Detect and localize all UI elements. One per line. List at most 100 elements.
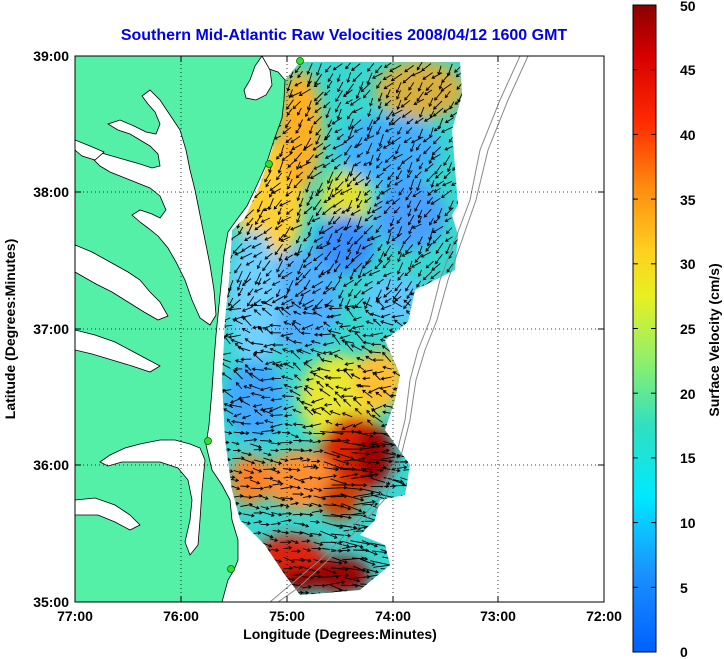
velocity-arrow	[281, 298, 293, 306]
velocity-arrow	[286, 108, 293, 116]
velocity-arrow	[444, 145, 453, 151]
velocity-arrow	[327, 80, 333, 89]
velocity-arrow	[303, 234, 311, 242]
velocity-arrow	[311, 307, 323, 312]
velocity-arrow	[301, 299, 315, 307]
velocity-arrow	[416, 91, 424, 102]
velocity-arrow	[362, 460, 380, 465]
velocity-arrow	[292, 565, 303, 570]
velocity-arrow	[261, 409, 272, 414]
velocity-arrow	[334, 251, 341, 264]
velocity-arrow	[294, 81, 303, 87]
velocity-arrow	[336, 74, 341, 83]
velocity-arrow	[241, 414, 252, 420]
velocity-arrow	[224, 332, 234, 337]
velocity-arrow	[348, 118, 354, 131]
velocity-arrow	[290, 301, 302, 309]
velocity-arrow	[306, 115, 315, 121]
velocity-arrow	[404, 65, 414, 73]
velocity-arrow	[230, 485, 241, 490]
velocity-arrow	[367, 119, 374, 131]
velocity-arrow	[414, 253, 423, 263]
velocity-arrow	[330, 154, 343, 163]
velocity-arrow	[262, 542, 273, 548]
x-tick-label: 76:00	[163, 608, 199, 624]
velocity-arrow	[351, 305, 362, 310]
velocity-arrow	[301, 512, 314, 517]
velocity-arrow	[387, 172, 395, 181]
velocity-arrow	[401, 250, 413, 257]
velocity-arrow	[431, 154, 441, 160]
velocity-arrow	[294, 289, 304, 297]
velocity-arrow	[313, 91, 324, 102]
velocity-arrow	[246, 217, 254, 227]
velocity-arrow	[253, 459, 266, 465]
velocity-arrow	[347, 243, 354, 253]
velocity-arrow	[376, 161, 383, 169]
velocity-arrow	[287, 260, 294, 268]
velocity-arrow	[392, 288, 402, 300]
velocity-arrow	[397, 253, 403, 263]
velocity-arrow	[305, 377, 314, 382]
colorbar-tick-label: 0	[680, 644, 688, 659]
velocity-arrow	[370, 312, 381, 318]
velocity-arrow	[301, 539, 311, 543]
velocity-arrow	[265, 179, 271, 188]
velocity-arrow	[271, 280, 281, 286]
velocity-arrow	[382, 143, 392, 149]
velocity-arrow	[271, 548, 280, 553]
velocity-arrow	[268, 405, 282, 413]
velocity-arrow	[376, 190, 383, 200]
velocity-arrow	[339, 187, 353, 195]
velocity-arrow	[395, 82, 402, 94]
velocity-arrow	[287, 178, 293, 190]
velocity-arrow	[376, 152, 381, 162]
velocity-arrow	[363, 225, 374, 235]
velocity-arrow	[361, 468, 384, 473]
velocity-arrow	[233, 369, 244, 380]
velocity-arrow	[386, 110, 394, 121]
velocity-arrow	[397, 126, 403, 135]
velocity-arrow	[406, 170, 413, 179]
velocity-arrow	[269, 182, 281, 192]
velocity-arrow	[277, 216, 282, 226]
velocity-arrow	[330, 513, 352, 520]
velocity-arrow	[352, 171, 362, 182]
velocity-arrow	[228, 334, 241, 339]
velocity-arrow	[411, 261, 422, 268]
velocity-arrow	[286, 170, 292, 181]
velocity-arrow	[252, 467, 263, 473]
velocity-arrow	[298, 197, 304, 208]
velocity-arrow	[352, 565, 370, 574]
velocity-arrow	[283, 383, 292, 388]
velocity-arrow	[335, 90, 343, 103]
velocity-arrow	[292, 362, 301, 371]
velocity-arrow	[306, 63, 313, 75]
velocity-arrow	[335, 171, 343, 182]
velocity-arrow	[351, 557, 369, 561]
velocity-arrow	[263, 206, 271, 211]
velocity-arrow	[263, 366, 273, 371]
velocity-arrow	[259, 378, 272, 383]
velocity-arrow	[314, 107, 322, 113]
velocity-arrow	[275, 363, 283, 370]
velocity-arrow	[292, 100, 302, 110]
velocity-arrow	[307, 245, 314, 257]
velocity-arrow	[320, 268, 331, 276]
velocity-arrow	[435, 170, 444, 179]
velocity-arrow	[333, 354, 344, 360]
velocity-arrow	[335, 368, 344, 373]
velocity-arrow	[403, 298, 412, 310]
velocity-arrow	[385, 199, 393, 204]
velocity-arrow	[366, 125, 373, 139]
velocity-arrow	[353, 143, 363, 149]
velocity-arrow	[445, 227, 453, 235]
velocity-arrow	[280, 540, 292, 545]
velocity-arrow	[325, 420, 333, 425]
velocity-arrow	[441, 189, 452, 199]
velocity-arrow	[366, 72, 373, 86]
velocity-arrow	[311, 509, 324, 513]
velocity-arrow	[407, 162, 413, 174]
velocity-arrow	[342, 279, 354, 287]
